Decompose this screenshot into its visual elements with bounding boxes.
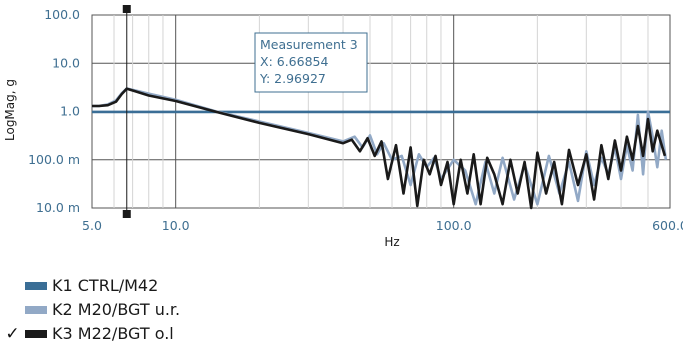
y-axis-ticks: 100.0 10.0 1.0 100.0 m 10.0 m [28, 7, 80, 215]
cursor-handle-top [122, 5, 131, 13]
annotation-box [254, 32, 368, 93]
x-tick-label: 100.0 [436, 218, 472, 233]
legend: K1 CTRL/M42 K2 M20/BGT u.r. ✓ K3 M22/BGT… [4, 274, 180, 346]
legend-check-k3[interactable]: ✓ [5, 324, 20, 344]
y-tick-label: 10.0 m [36, 200, 80, 215]
legend-label-k1: K1 CTRL/M42 [52, 276, 159, 295]
y-axis-title: LogMag, g [3, 79, 17, 141]
legend-swatch-k3 [25, 330, 47, 338]
y-tick-label: 1.0 [60, 104, 80, 119]
legend-label-k3: K3 M22/BGT o.l [52, 324, 174, 343]
series-lines [92, 87, 670, 210]
annotation-x-value: X: 6.66854 [260, 54, 328, 69]
annotation-y-value: Y: 2.96927 [259, 71, 326, 86]
legend-item-k1[interactable]: K1 CTRL/M42 [4, 274, 180, 298]
legend-swatch-k1 [25, 282, 47, 290]
y-tick-label: 100.0 [44, 7, 80, 22]
y-tick-label: 100.0 m [28, 152, 80, 167]
legend-item-k2[interactable]: K2 M20/BGT u.r. [4, 298, 180, 322]
cursor[interactable] [122, 5, 131, 218]
legend-item-k3[interactable]: ✓ K3 M22/BGT o.l [4, 322, 180, 346]
measurement-annotation: Measurement 3 X: 6.66854 Y: 2.96927 [254, 32, 368, 93]
x-tick-label: 10.0 [162, 218, 190, 233]
x-axis-ticks: 5.0 10.0 100.0 600.0 [82, 218, 683, 233]
x-tick-label: 600.0 [652, 218, 683, 233]
cursor-handle-bottom [122, 210, 131, 218]
x-axis-title: Hz [384, 235, 399, 249]
y-tick-label: 10.0 [52, 55, 80, 70]
legend-swatch-k2 [25, 306, 47, 314]
x-tick-label: 5.0 [82, 218, 102, 233]
series-line-3 [92, 87, 667, 210]
legend-label-k2: K2 M20/BGT u.r. [52, 300, 181, 319]
annotation-title: Measurement 3 [260, 37, 358, 52]
